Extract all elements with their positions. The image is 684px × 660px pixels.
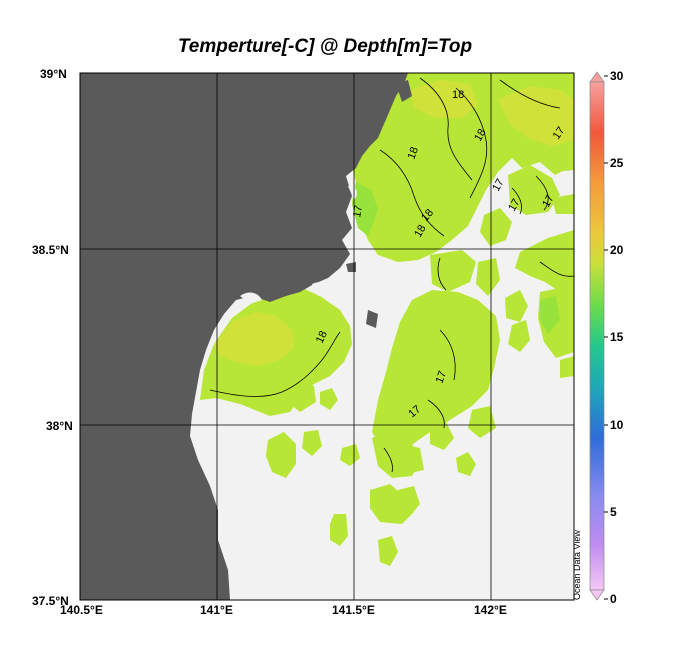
colorbar-bottom-arrow [589,589,605,601]
contour-label: 18 [314,329,330,345]
map-gridlines [80,73,574,600]
colorbar-tick-label: 0 [610,592,617,606]
contour-label: 17 [551,125,568,142]
colorbar-tick-label: 25 [610,156,624,170]
contour-label: 17 [540,193,557,210]
colorbar-tick-label: 20 [610,243,624,257]
x-tick-label: 141°E [200,603,233,617]
y-tick-label: 38°N [46,419,73,433]
contour-label: 18 [452,89,464,101]
colorbar [589,71,608,601]
y-tick-label: 37.5°N [32,594,69,608]
map-frame [79,72,575,601]
colorbar-gradient [589,81,605,591]
y-tick-label: 39°N [40,67,67,81]
contour-label: 17 [351,204,365,218]
contour-label: 17 [490,177,507,194]
colorbar-top-arrow [589,71,605,83]
contour-lines [209,77,574,473]
contour-label: 18 [412,223,429,240]
y-tick-label: 38.5°N [32,243,69,257]
colorbar-tick-label: 30 [610,69,624,83]
land-mass [80,73,412,600]
contour-label: 18 [406,145,421,161]
contour-label: 17 [434,369,449,385]
map-title: Temperture[-C] @ Depth[m]=Top [177,36,473,57]
colorbar-tick-label: 15 [610,330,624,344]
contour-label: 17 [506,197,523,214]
map-plot-area [80,73,574,600]
warm-core [214,80,574,366]
x-tick-label: 142°E [474,603,507,617]
x-tick-label: 141.5°E [332,603,375,617]
colorbar-tick-label: 10 [610,418,624,432]
x-tick-label: 140.5°E [60,603,103,617]
ocean-data-view-credit: Ocean Data View [572,530,582,600]
cool-edge [352,182,560,334]
colorbar-tick-label: 5 [610,505,617,519]
contour-label: 18 [472,127,489,144]
coastal-bays [240,185,357,304]
